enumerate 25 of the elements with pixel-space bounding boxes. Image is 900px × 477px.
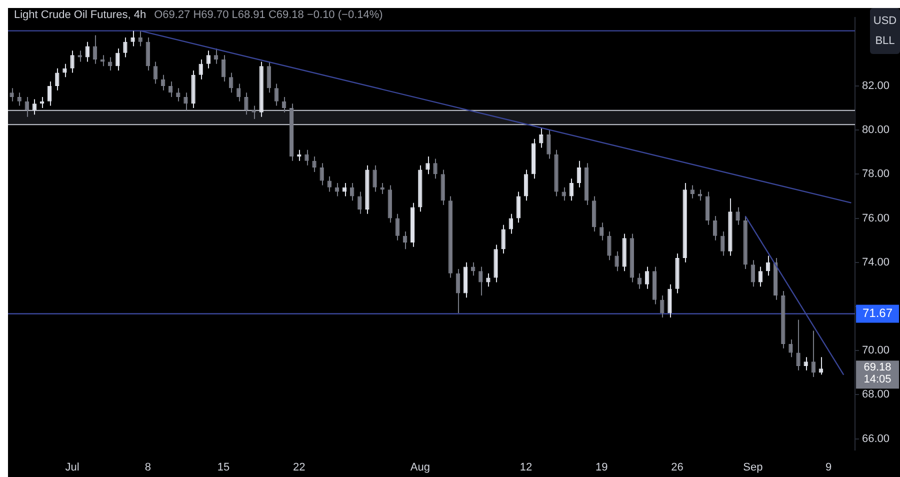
x-tick-label: 19	[596, 461, 608, 474]
ref-line-label: 71.67	[862, 306, 893, 320]
x-tick-label: 15	[217, 461, 230, 474]
y-tick-label: 68.00	[862, 388, 890, 401]
chart-subtitle: O69.27 H69.70 L68.91 C69.18 −0.10 (−0.14%)	[154, 9, 383, 21]
y-tick-label: 82.00	[862, 80, 890, 92]
x-tick-label: 26	[671, 461, 684, 474]
y-tick-label: 74.00	[862, 256, 890, 268]
chart-title: Light Crude Oil Futures, 4h	[14, 9, 146, 21]
x-tick-label: 8	[144, 461, 151, 474]
y-tick-label: 70.00	[862, 344, 890, 357]
x-tick-label: Aug	[410, 461, 430, 474]
text: BLL	[874, 34, 896, 49]
x-tick-label: 12	[520, 461, 532, 474]
x-tick-label: Sep	[743, 461, 763, 474]
y-tick-label: 78.00	[862, 168, 890, 180]
text: USD	[872, 14, 898, 29]
y-tick-label: 80.00	[862, 124, 890, 136]
x-tick-label: Jul	[65, 461, 80, 474]
x-tick-label: 22	[293, 461, 306, 474]
text: 69.18	[864, 362, 892, 374]
y-tick-label: 66.00	[862, 432, 890, 445]
x-tick-label: 9	[825, 461, 832, 474]
y-tick-label: 76.00	[862, 212, 890, 224]
text: 14:05	[864, 374, 892, 386]
